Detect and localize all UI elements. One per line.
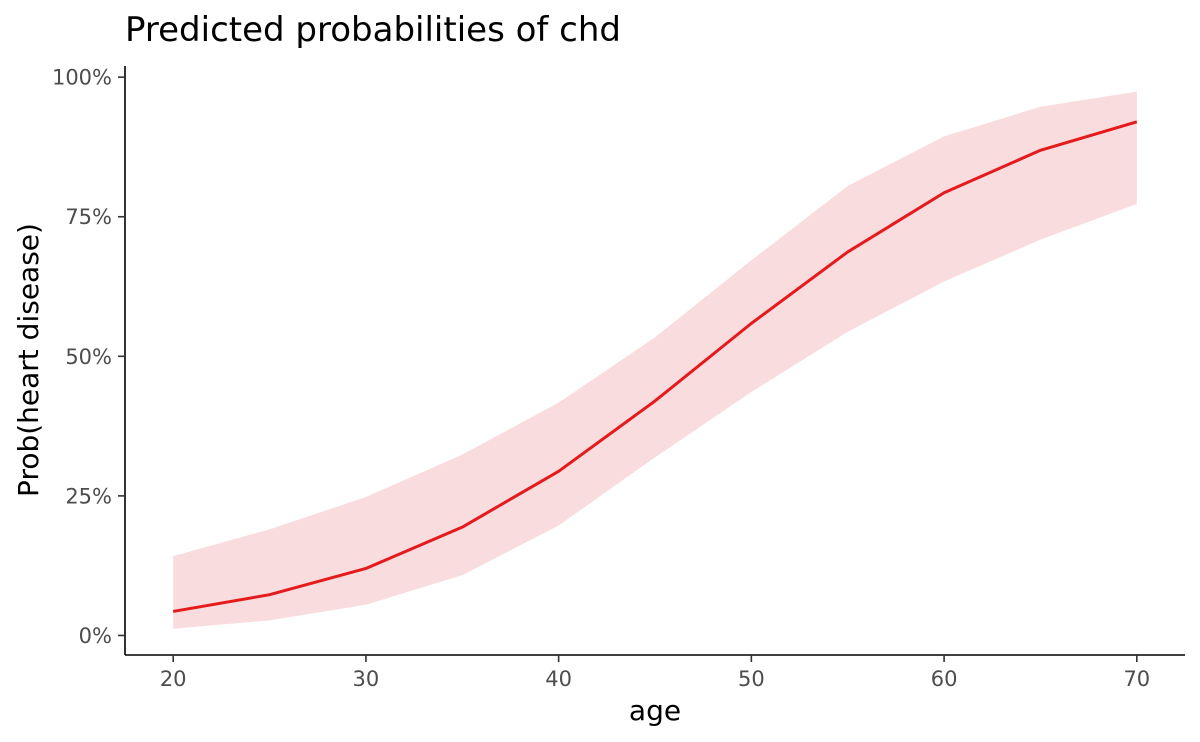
x-tick-label: 50	[738, 667, 765, 691]
x-axis-ticks: 20 30 40 50 60 70	[160, 655, 1150, 691]
data-point-age-55	[846, 250, 849, 253]
y-axis-title: Prob(heart disease)	[12, 223, 45, 497]
y-tick-label: 50%	[65, 345, 112, 369]
x-tick-label: 40	[545, 667, 572, 691]
data-point-age-35	[461, 526, 464, 529]
data-point-age-50	[750, 322, 753, 325]
x-axis-title: age	[629, 694, 681, 727]
data-point-age-70	[1135, 120, 1138, 123]
y-tick-label: 75%	[65, 205, 112, 229]
data-point-age-20	[172, 610, 175, 613]
y-tick-label: 100%	[52, 66, 112, 90]
data-point-age-65	[1039, 149, 1042, 152]
confidence-band-chd	[173, 91, 1137, 629]
y-axis-ticks: 0% 25% 50% 75% 100%	[52, 66, 125, 648]
x-tick-label: 30	[353, 667, 380, 691]
chart-title: Predicted probabilities of chd	[125, 10, 621, 50]
x-tick-label: 70	[1123, 667, 1150, 691]
series-line-layer	[172, 120, 1138, 613]
data-point-age-25	[268, 593, 271, 596]
x-tick-label: 20	[160, 667, 187, 691]
series-line-chd	[172, 120, 1138, 613]
data-point-age-30	[364, 567, 367, 570]
data-point-age-60	[943, 191, 946, 194]
y-tick-label: 25%	[65, 484, 112, 508]
x-tick-label: 60	[931, 667, 958, 691]
y-tick-label: 0%	[79, 624, 112, 648]
confidence-band-layer	[173, 91, 1137, 629]
data-point-age-45	[654, 399, 657, 402]
data-point-age-40	[557, 470, 560, 473]
